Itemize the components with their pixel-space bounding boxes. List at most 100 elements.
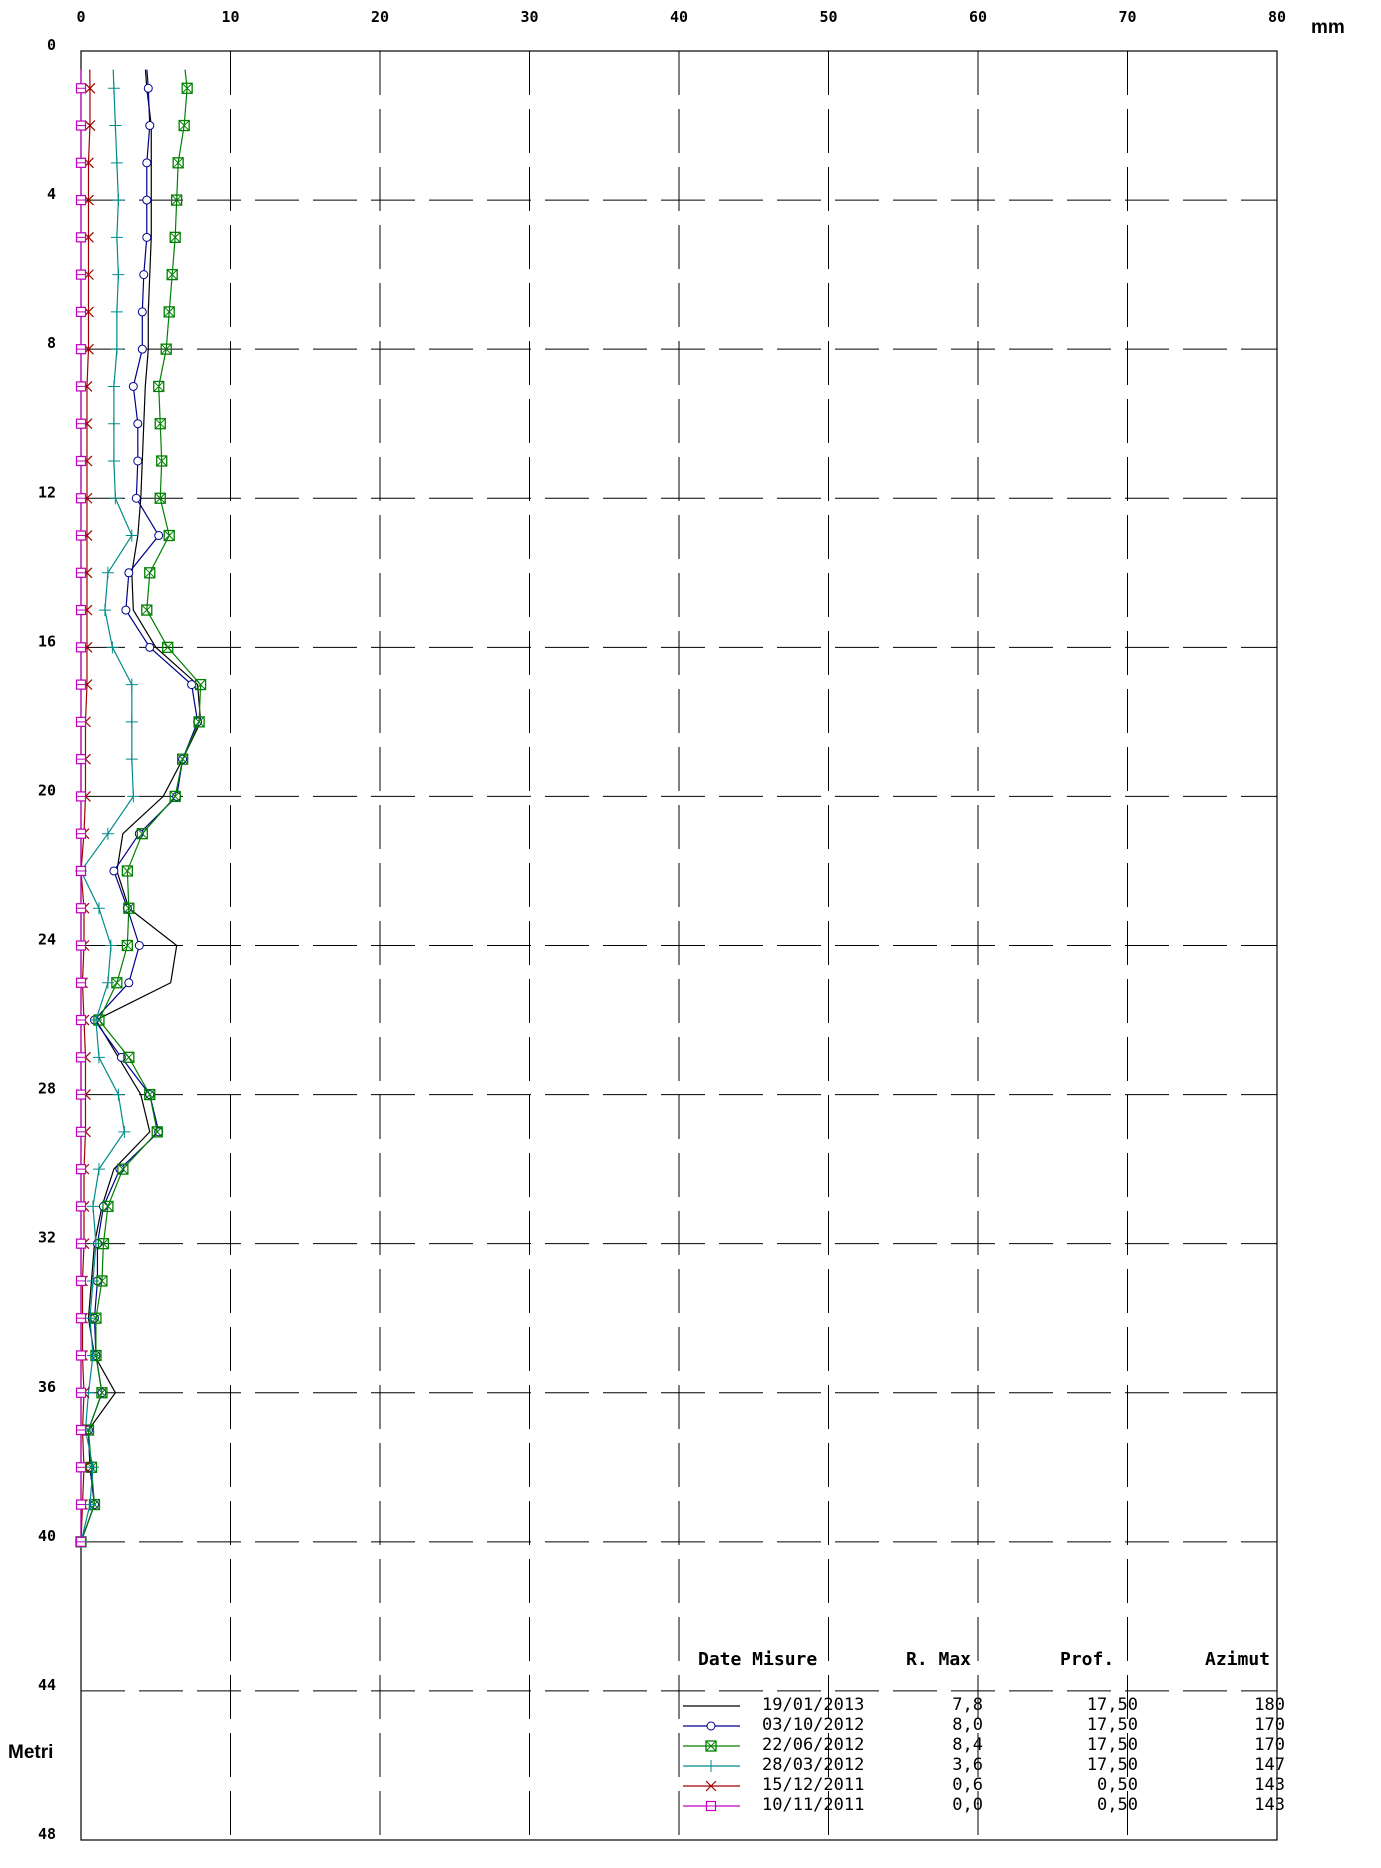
data-point [102, 1200, 114, 1213]
legend-marker [705, 1760, 717, 1772]
data-point [177, 753, 189, 765]
data-point [75, 791, 87, 802]
data-point [75, 1052, 87, 1063]
data-point [75, 455, 87, 467]
legend-date: 19/01/2013 [762, 1695, 864, 1715]
data-point [154, 531, 164, 541]
data-point [75, 903, 87, 914]
legend-prof: 17,50 [1087, 1695, 1138, 1715]
data-point [75, 1350, 87, 1361]
data-point [84, 82, 96, 94]
data-point [153, 380, 165, 393]
data-point [144, 567, 156, 579]
data-point [122, 903, 132, 913]
data-point [141, 604, 153, 616]
x-tick-label: 10 [221, 8, 239, 26]
data-point [166, 268, 178, 281]
legend-marker [705, 1740, 717, 1752]
data-point [154, 418, 166, 430]
data-point [107, 454, 120, 467]
data-point [75, 754, 87, 765]
x-tick-label: 0 [76, 8, 85, 26]
data-point [109, 119, 122, 132]
data-point [172, 157, 184, 169]
data-point [112, 268, 125, 281]
data-point [75, 83, 87, 94]
legend-azimut: 170 [1254, 1715, 1285, 1735]
data-point [133, 456, 143, 466]
data-point [96, 1387, 108, 1399]
data-point [109, 866, 119, 876]
data-point [75, 940, 87, 951]
data-point [75, 679, 87, 690]
data-point [194, 678, 207, 691]
data-point [172, 791, 182, 801]
data-point [75, 977, 87, 988]
data-point [89, 1014, 102, 1027]
data-point [123, 1051, 135, 1063]
data-point [86, 1274, 99, 1287]
legend-prof: 17,50 [1087, 1755, 1138, 1775]
data-point [171, 194, 183, 206]
data-point [145, 642, 155, 652]
legend-azimut: 143 [1254, 1795, 1285, 1815]
data-point [134, 941, 144, 950]
y-tick-label: 36 [38, 1378, 56, 1396]
series-line [80, 69, 202, 1543]
data-point [137, 344, 147, 354]
data-point [75, 567, 87, 578]
legend-marker [706, 1721, 716, 1731]
legend-rmax: 8,0 [952, 1715, 983, 1735]
legend-row: 03/10/2012 8,0 17,50 170 [683, 1715, 1285, 1735]
data-point [143, 83, 153, 93]
data-point [75, 306, 87, 317]
y-tick-label: 20 [38, 781, 56, 799]
y-tick-label: 44 [38, 1676, 56, 1694]
legend-date: 03/10/2012 [762, 1715, 864, 1735]
data-point [112, 194, 125, 207]
data-point [137, 307, 147, 317]
data-point [169, 790, 181, 803]
x-tick-label: 50 [819, 8, 837, 26]
legend-header-azimut: Azimut [1205, 1649, 1270, 1670]
data-point [144, 1088, 156, 1101]
data-point [75, 493, 87, 504]
legend: Date Misure R. Max Prof. Azimut 19/01/20… [683, 1649, 1285, 1815]
data-point [75, 1499, 87, 1510]
data-point [154, 1127, 164, 1137]
legend-header-prof: Prof. [1060, 1649, 1114, 1670]
data-point [154, 492, 166, 504]
series-5 [75, 69, 87, 1547]
legend-rmax: 3,6 [952, 1755, 983, 1775]
legend-rmax: 7,8 [952, 1695, 983, 1715]
data-point [75, 1387, 87, 1398]
data-point [163, 529, 175, 542]
data-point [75, 194, 87, 206]
data-point [75, 344, 87, 355]
data-point [75, 1313, 87, 1324]
data-point [187, 680, 197, 690]
data-point [75, 865, 87, 877]
data-point [123, 902, 135, 914]
legend-row: 19/01/2013 7,8 17,50 180 [683, 1695, 1285, 1715]
data-point [121, 865, 133, 877]
y-tick-label: 48 [38, 1825, 56, 1843]
series-4 [75, 69, 96, 1548]
data-point [75, 1424, 87, 1436]
data-point [124, 568, 134, 578]
data-point [112, 1088, 125, 1101]
x-tick-label: 80 [1268, 8, 1286, 26]
data-point [75, 1014, 87, 1026]
data-point [125, 715, 138, 728]
x-tick-label: 40 [670, 8, 688, 26]
data-point [101, 976, 114, 989]
legend-prof: 0,50 [1097, 1795, 1138, 1815]
data-point [101, 566, 114, 579]
data-point [178, 119, 190, 132]
data-point [86, 1349, 99, 1362]
data-point [75, 1089, 87, 1100]
data-point [133, 419, 143, 429]
data-point [193, 716, 205, 728]
